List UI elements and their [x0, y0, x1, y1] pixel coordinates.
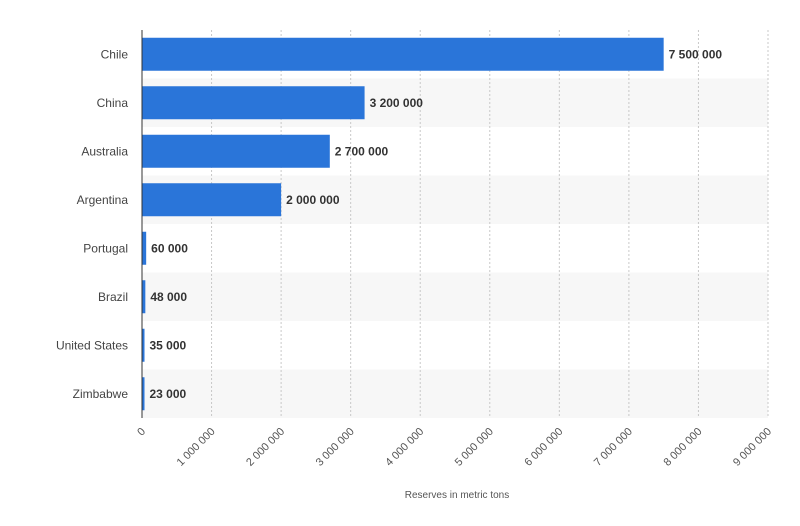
- x-tick-label: 7 000 000: [592, 426, 635, 469]
- bar: [142, 377, 145, 411]
- bar: [142, 86, 365, 120]
- row-stripe: [142, 369, 768, 418]
- x-tick-labels: 0 1 000 000 2 000 000 3 000 000 4 000 000 5 0…: [135, 426, 774, 469]
- bar: [142, 134, 330, 168]
- value-labels: 7 500 000 3 200 000 2 700 000 2 000 000 60 0…: [150, 47, 723, 401]
- value-label: 7 500 000: [669, 47, 723, 61]
- value-label: 2 700 000: [335, 144, 389, 158]
- category-label: Brazil: [98, 290, 128, 304]
- value-label: 3 200 000: [370, 96, 424, 110]
- bar: [142, 231, 147, 265]
- value-label: 60 000: [151, 241, 188, 255]
- bar: [142, 280, 146, 314]
- x-tick-label: 2 000 000: [244, 426, 287, 469]
- category-label: Zimbabwe: [73, 387, 129, 401]
- row-stripe: [142, 272, 768, 321]
- category-label: Portugal: [83, 241, 128, 255]
- value-label: 35 000: [150, 338, 187, 352]
- category-label: China: [97, 96, 129, 110]
- x-tick-label: 9 000 000: [731, 426, 774, 469]
- category-labels: Chile China Australia Argentina Portugal Braz…: [56, 47, 128, 401]
- x-tick-label: 4 000 000: [383, 426, 426, 469]
- bar: [142, 328, 145, 362]
- category-label: Argentina: [77, 193, 129, 207]
- x-tick-label: 3 000 000: [314, 426, 357, 469]
- bars: [142, 37, 664, 411]
- x-tick-label: 1 000 000: [175, 426, 218, 469]
- value-label: 23 000: [150, 387, 187, 401]
- x-tick-label: 6 000 000: [522, 426, 565, 469]
- x-tick-label: 0: [135, 426, 148, 439]
- x-tick-label: 8 000 000: [661, 426, 704, 469]
- row-stripes: [142, 78, 768, 418]
- bar: [142, 183, 282, 217]
- bar: [142, 37, 664, 71]
- category-label: Australia: [81, 144, 128, 158]
- category-label: Chile: [101, 47, 129, 61]
- x-axis-title: Reserves in metric tons: [405, 490, 509, 501]
- x-tick-label: 5 000 000: [453, 426, 496, 469]
- value-label: 2 000 000: [286, 193, 340, 207]
- category-label: United States: [56, 338, 128, 352]
- value-label: 48 000: [150, 290, 187, 304]
